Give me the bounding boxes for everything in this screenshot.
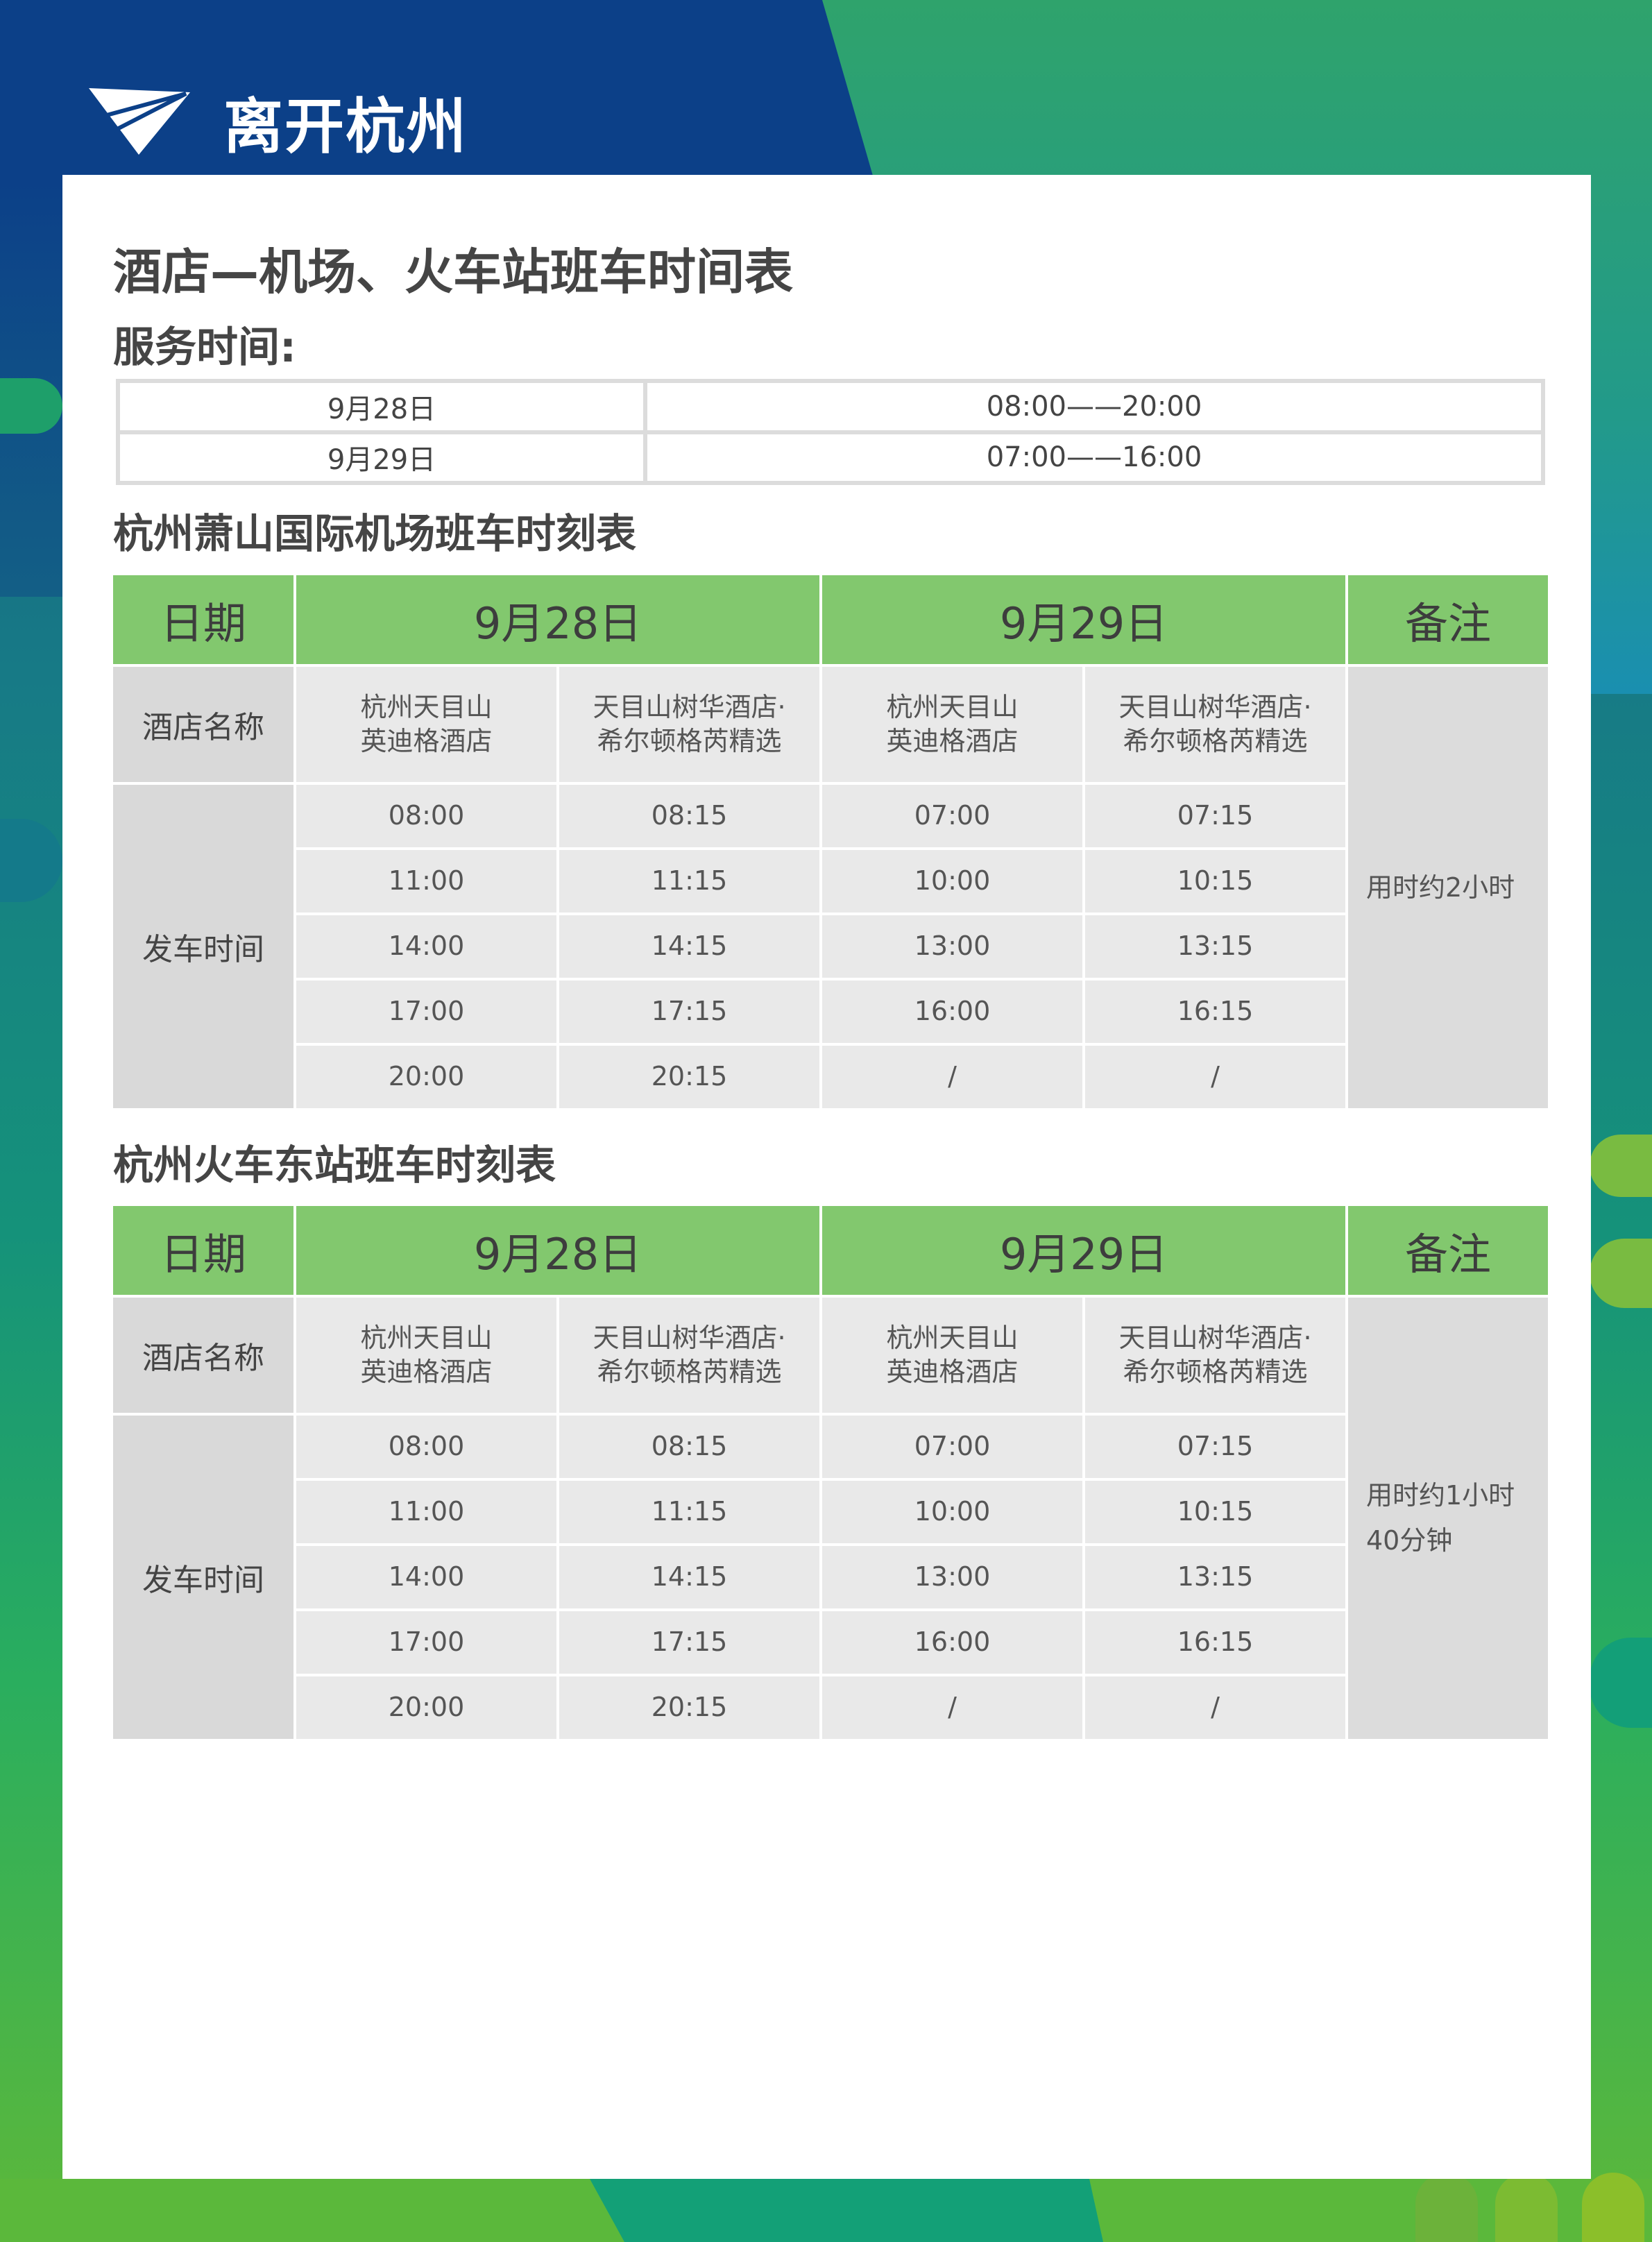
paper-plane-icon	[89, 87, 190, 155]
service-date: 9月29日	[120, 434, 643, 481]
hotel-name: 天目山树华酒店· 希尔顿格芮精选	[559, 667, 819, 782]
departure-time: 20:15	[559, 1676, 819, 1739]
departure-time: 10:00	[822, 1481, 1082, 1543]
departure-time: 08:15	[559, 1416, 819, 1478]
departure-time: 08:00	[296, 785, 556, 847]
header-day: 9月28日	[296, 1206, 819, 1295]
departure-time-label: 发车时间	[113, 785, 293, 1108]
hotel-name: 杭州天目山 英迪格酒店	[822, 667, 1082, 782]
hotel-name: 天目山树华酒店· 希尔顿格芮精选	[559, 1298, 819, 1413]
departure-time: 07:00	[822, 785, 1082, 847]
departure-time: 16:15	[1085, 1611, 1345, 1674]
content-card: 酒店—机场、火车站班车时间表 服务时间: 9月28日 08:00——20:00 …	[62, 175, 1591, 2179]
train-station-schedule-title: 杭州火车东站班车时刻表	[113, 1141, 556, 1189]
departure-time: 11:00	[296, 850, 556, 912]
departure-time: 08:00	[296, 1416, 556, 1478]
departure-time: /	[1085, 1046, 1345, 1108]
airport-schedule-table: 日期 9月28日 9月29日 备注 酒店名称 杭州天目山 英迪格酒店 天目山树华酒店· 希尔…	[113, 575, 1548, 1108]
departure-time: 13:00	[822, 1546, 1082, 1608]
train-station-schedule-table: 日期 9月28日 9月29日 备注 酒店名称 杭州天目山 英迪格酒店 天目山树华酒店· 希尔…	[113, 1206, 1548, 1739]
header-title: 离开杭州	[223, 92, 468, 162]
departure-time: 14:15	[559, 915, 819, 978]
decor-dot	[1582, 2173, 1644, 2242]
departure-time: 07:15	[1085, 1416, 1345, 1478]
departure-time: 11:15	[559, 1481, 819, 1543]
decor-shape	[0, 378, 62, 434]
header-note: 备注	[1348, 575, 1548, 664]
departure-time: 11:15	[559, 850, 819, 912]
service-hours-table: 9月28日 08:00——20:00 9月29日 07:00——16:00	[116, 379, 1545, 485]
departure-time: /	[822, 1676, 1082, 1739]
departure-time: 13:15	[1085, 915, 1345, 978]
remark: 用时约2小时	[1348, 667, 1548, 1108]
hotel-name: 杭州天目山 英迪格酒店	[296, 667, 556, 782]
hotel-name: 杭州天目山 英迪格酒店	[822, 1298, 1082, 1413]
departure-time: 07:15	[1085, 785, 1345, 847]
decor-dot	[1495, 2173, 1558, 2242]
hotel-name: 天目山树华酒店· 希尔顿格芮精选	[1085, 1298, 1345, 1413]
departure-time: 08:15	[559, 785, 819, 847]
header-day: 9月29日	[822, 575, 1345, 664]
background-bottom-teal	[590, 2179, 1103, 2242]
header-note: 备注	[1348, 1206, 1548, 1295]
departure-time: /	[1085, 1676, 1345, 1739]
decor-shape	[1590, 1638, 1652, 1728]
airport-schedule-title: 杭州萧山国际机场班车时刻表	[113, 510, 637, 557]
departure-time: 14:00	[296, 1546, 556, 1608]
decor-shape	[0, 819, 62, 902]
departure-time: 20:00	[296, 1046, 556, 1108]
departure-time: 14:15	[559, 1546, 819, 1608]
departure-time: 16:00	[822, 980, 1082, 1043]
service-hours: 08:00——20:00	[647, 383, 1541, 430]
departure-time: 11:00	[296, 1481, 556, 1543]
departure-time: 10:15	[1085, 850, 1345, 912]
departure-time: 17:15	[559, 1611, 819, 1674]
departure-time: 16:00	[822, 1611, 1082, 1674]
departure-time: 20:00	[296, 1676, 556, 1739]
hotel-name-label: 酒店名称	[113, 1298, 293, 1413]
service-date: 9月28日	[120, 383, 643, 430]
header: 离开杭州	[89, 78, 468, 164]
service-hours: 07:00——16:00	[647, 434, 1541, 481]
departure-time: 17:15	[559, 980, 819, 1043]
decor-shape	[1590, 1135, 1652, 1197]
decor-shape	[1590, 1239, 1652, 1308]
header-date: 日期	[113, 1206, 293, 1295]
departure-time: 07:00	[822, 1416, 1082, 1478]
page-title: 酒店—机场、火车站班车时间表	[113, 244, 793, 300]
decor-dot	[1415, 2173, 1478, 2242]
departure-time: 17:00	[296, 980, 556, 1043]
departure-time: /	[822, 1046, 1082, 1108]
departure-time: 17:00	[296, 1611, 556, 1674]
departure-time-label: 发车时间	[113, 1416, 293, 1739]
remark: 用时约1小时 40分钟	[1348, 1298, 1548, 1739]
departure-time: 20:15	[559, 1046, 819, 1108]
service-hours-label: 服务时间:	[113, 323, 296, 372]
departure-time: 10:15	[1085, 1481, 1345, 1543]
departure-time: 16:15	[1085, 980, 1345, 1043]
header-date: 日期	[113, 575, 293, 664]
departure-time: 14:00	[296, 915, 556, 978]
header-day: 9月28日	[296, 575, 819, 664]
departure-time: 13:00	[822, 915, 1082, 978]
departure-time: 13:15	[1085, 1546, 1345, 1608]
departure-time: 10:00	[822, 850, 1082, 912]
hotel-name-label: 酒店名称	[113, 667, 293, 782]
header-day: 9月29日	[822, 1206, 1345, 1295]
hotel-name: 天目山树华酒店· 希尔顿格芮精选	[1085, 667, 1345, 782]
hotel-name: 杭州天目山 英迪格酒店	[296, 1298, 556, 1413]
